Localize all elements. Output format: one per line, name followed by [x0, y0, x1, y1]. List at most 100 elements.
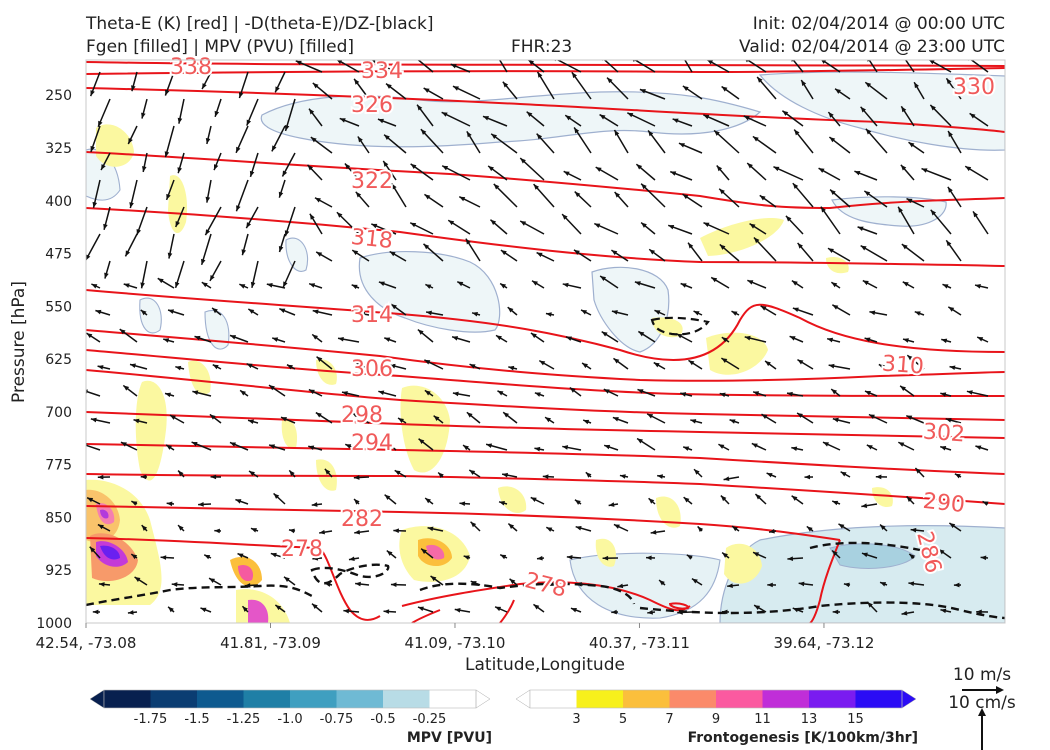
colorbar-tick-label: 11 [754, 712, 771, 727]
wind-vector-head [249, 170, 255, 177]
y-axis: 250 325 400 475 550 625 700 775 850 925 1000 [36, 88, 72, 632]
wind-vector-head [769, 528, 775, 534]
wind-vector-head [459, 196, 466, 202]
wind-vector-head [866, 444, 873, 450]
mpv-patch [285, 237, 308, 272]
wind-vector [713, 129, 740, 154]
wind-vector-head [703, 114, 710, 120]
theta-e-contour [401, 581, 691, 612]
wind-vector-head [383, 609, 390, 614]
wind-vector-head [650, 529, 657, 535]
wind-vector-head [880, 582, 887, 587]
wind-vector-head [175, 221, 180, 228]
wind-vector-head [747, 280, 754, 285]
wind-vector-head [585, 472, 592, 478]
wind-vector-head [493, 183, 500, 190]
wind-vector-head [283, 281, 288, 288]
x-tick-label: 41.81, -73.09 [220, 634, 321, 652]
wind-vector-head [582, 363, 588, 369]
fgen-patch [724, 543, 762, 584]
wind-vector-head [945, 417, 952, 423]
wind-vector-head [789, 336, 796, 341]
wind-vector-head [791, 446, 798, 452]
wind-vector-head [907, 355, 914, 361]
y-tick-label: 325 [45, 141, 72, 157]
wind-vector-head [315, 412, 322, 418]
wind-vector-head [940, 608, 947, 614]
colorbar-tick-label: -0.75 [320, 712, 354, 727]
fgen-patch [316, 359, 337, 385]
wind-vector-head [569, 387, 576, 393]
colorbar-extend-high [475, 689, 491, 709]
wind-vector-head [178, 525, 184, 531]
wind-vector-head [508, 523, 515, 529]
wind-vector-head [898, 206, 903, 213]
plot-frame [85, 59, 1006, 624]
wind-vector-head [390, 582, 397, 588]
wind-vector-head [969, 113, 976, 119]
fgen-colorbar: 3 5 7 9 11 13 15 [515, 689, 917, 727]
wind-vector-head [761, 414, 768, 420]
wind-vector-head [201, 258, 206, 265]
wind-vector-head [450, 64, 457, 69]
wind-vector-head [341, 391, 348, 396]
wind-vector-head [383, 160, 389, 167]
wind-vector-head [711, 277, 718, 283]
wind-vector-head [90, 90, 95, 97]
fgen-patch [281, 419, 298, 449]
wind-vector-head [648, 130, 654, 137]
wind-vector-head [721, 609, 728, 615]
wind-vector-head [530, 333, 537, 339]
wind-vector-head [966, 390, 973, 395]
y-tick-label: 400 [45, 194, 72, 210]
wind-vector-head [686, 554, 693, 560]
wind-vector-head [97, 365, 104, 370]
theta-e-contour [86, 61, 1005, 67]
wind-vector-head [384, 134, 390, 140]
wind-vector-head [976, 609, 982, 615]
wind-vector-head [829, 137, 836, 143]
wind-vector-head [659, 580, 665, 586]
fgen-patch [656, 496, 681, 528]
wind-vector-head [719, 392, 726, 398]
wind-vector-head [165, 392, 171, 398]
wind-vector-head [861, 503, 868, 508]
wind-vector-head [459, 501, 466, 506]
wind-vector-head [417, 104, 423, 111]
theta-e-label: 314 [351, 303, 393, 328]
wind-vector-head [157, 278, 164, 284]
wind-vector-head [355, 581, 361, 587]
wind-vector-head [500, 250, 507, 256]
wind-vector-head [309, 283, 316, 288]
wind-vector-head [136, 228, 141, 235]
wind-vector-head [537, 71, 543, 78]
colorbar-tick-label: 3 [572, 712, 580, 727]
wind-vector-head [719, 188, 725, 195]
wind-vectors [86, 60, 989, 616]
wind-vector-head [309, 213, 315, 220]
wind-vector-head [732, 526, 738, 532]
colorbar-tick-label: 13 [801, 712, 818, 727]
x-tick-label: 42.54, -73.08 [36, 634, 137, 652]
wind-vector-head [250, 281, 256, 288]
colorbar-swatch [243, 690, 291, 708]
wind-vector-head [205, 196, 211, 203]
wind-vector-head [495, 606, 502, 612]
wind-vector-head [860, 106, 867, 113]
wind-vector-head [915, 468, 921, 474]
x-tick-label: 40.37, -73.11 [589, 634, 690, 652]
wind-vector-head [638, 331, 645, 337]
wind-vector-head [384, 494, 391, 500]
wind-vector-head [534, 446, 541, 452]
wind-vector-head [312, 82, 319, 89]
wind-vector-head [502, 472, 508, 478]
wind-vector-head [355, 191, 362, 198]
wind-vector-head [682, 60, 683, 61]
wind-vector-head [470, 521, 477, 528]
wind-vector [417, 60, 434, 73]
wind-vector-head [499, 501, 505, 506]
wind-vector-head [611, 250, 618, 256]
wind-vector-head [345, 444, 352, 449]
wind-vector-head [583, 419, 590, 425]
wind-vector-head [272, 337, 279, 342]
